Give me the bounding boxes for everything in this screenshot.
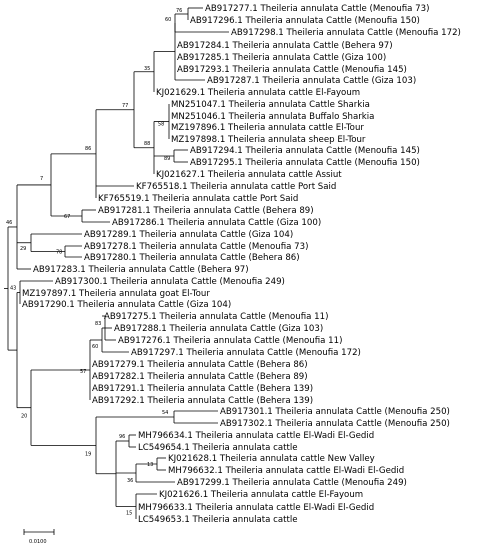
bootstrap-value: 54: [162, 410, 168, 416]
leaf-label: AB917275.1 Theileria annulata Cattle (Me…: [104, 312, 328, 322]
leaf-label: LC549653.1 Theileria annulata cattle: [138, 515, 298, 525]
bootstrap-value: 13: [147, 462, 153, 468]
scale-bar-label: 0.0100: [29, 539, 47, 545]
leaf-label: KJ021629.1 Theileria annulata cattle El-…: [156, 88, 360, 98]
leaf-label: MN251046.1 Theileria annulata Buffalo Sh…: [171, 112, 374, 122]
bootstrap-value: 88: [144, 141, 150, 147]
leaf-label: AB917277.1 Theileria annulata Cattle (Me…: [205, 4, 429, 14]
leaf-label: MZ197897.1 Theileria annulata goat El-To…: [22, 289, 210, 299]
leaf-label: AB917278.1 Theileria annulata Cattle (Me…: [84, 242, 308, 252]
leaf-label: AB917279.1 Theileria annulata Cattle (Be…: [92, 360, 308, 370]
scale-bar: 0.0100: [23, 529, 55, 545]
leaf-label: MZ197898.1 Theileria annulata sheep El-T…: [171, 135, 366, 145]
leaf-label: AB917280.1 Theileria annulata Cattle (Be…: [84, 253, 300, 263]
leaf-label: AB917295.1 Theileria annulata Cattle (Me…: [190, 158, 420, 168]
bootstrap-value: 7: [40, 176, 43, 182]
leaf-label: AB917286.1 Theileria annulata Cattle (Gi…: [112, 218, 321, 228]
bootstrap-value: 96: [119, 434, 125, 440]
leaf-label: AB917291.1 Theileria annulata Cattle (Be…: [92, 384, 313, 394]
leaf-label: LC549654.1 Theileria annulata cattle: [138, 443, 298, 453]
bootstrap-value: 89: [164, 156, 170, 162]
bootstrap-value: 29: [20, 246, 26, 252]
bootstrap-value: 35: [144, 66, 150, 72]
leaf-label: AB917281.1 Theileria annulata Cattle (Be…: [98, 206, 314, 216]
leaf-label: AB917285.1 Theileria annulata Cattle (Gi…: [177, 53, 386, 63]
tree-branches: [4, 7, 229, 519]
leaf-label: AB917299.1 Theileria annulata Cattle (Me…: [177, 478, 407, 488]
bootstrap-value: 60: [165, 17, 171, 23]
leaf-label: AB917293.1 Theileria annulata Cattle (Me…: [177, 65, 407, 75]
bootstrap-value: 76: [176, 8, 182, 14]
leaf-label: AB917302.1 Theileria annulata Cattle (Me…: [220, 419, 450, 429]
bootstrap-value: 19: [85, 451, 91, 457]
leaf-label: MH796633.1 Theileria annulata cattle El-…: [138, 503, 374, 513]
leaf-label: AB917276.1 Theileria annulata Cattle (Me…: [118, 336, 342, 346]
bootstrap-value: 43: [10, 286, 16, 292]
leaf-label: AB917294.1 Theileria annulata Cattle (Me…: [190, 146, 420, 156]
leaf-label: AB917290.1 Theileria annulata Cattle (Gi…: [22, 300, 231, 310]
leaf-label: AB917301.1 Theileria annulata Cattle (Me…: [220, 407, 450, 417]
bootstrap-value: 77: [122, 103, 128, 109]
leaf-label: AB917300.1 Theileria annulata Cattle (Me…: [55, 277, 285, 287]
leaf-label: KF765518.1 Theileria annulata cattle Por…: [136, 182, 336, 192]
leaf-labels: AB917277.1 Theileria annulata Cattle (Me…: [22, 4, 461, 525]
leaf-label: AB917298.1 Theileria annulata Cattle (Me…: [231, 28, 461, 38]
leaf-label: AB917282.1 Theileria annulata Cattle (Be…: [92, 372, 308, 382]
leaf-label: KJ021627.1 Theileria annulata cattle Ass…: [156, 170, 342, 180]
bootstrap-value: 58: [158, 122, 164, 128]
bootstrap-value: 36: [127, 478, 133, 484]
bootstrap-values: 76 60 35 58 89 88 77 86 67 7 78 29 46 43 83 60 57 54 96 13 3…: [6, 8, 182, 517]
bootstrap-value: 60: [92, 344, 98, 350]
bootstrap-value: 83: [95, 321, 101, 327]
leaf-label: MN251047.1 Theileria annulata Cattle Sha…: [171, 100, 370, 110]
leaf-label: AB917289.1 Theileria annulata Cattle (Gi…: [84, 230, 293, 240]
bootstrap-value: 67: [64, 214, 70, 220]
bootstrap-value: 86: [85, 146, 91, 152]
bootstrap-value: 46: [6, 220, 12, 226]
leaf-label: AB917297.1 Theileria annulata Cattle (Me…: [131, 348, 361, 358]
leaf-label: KJ021628.1 Theileria annulata cattle New…: [168, 454, 375, 464]
bootstrap-value: 15: [126, 511, 132, 517]
bootstrap-value: 57: [80, 369, 86, 375]
leaf-label: AB917287.1 Theileria annulata Cattle (Gi…: [207, 76, 416, 86]
leaf-label: AB917292.1 Theileria annulata Cattle (Be…: [92, 396, 313, 406]
leaf-label: AB917288.1 Theileria annulata Cattle (Gi…: [114, 324, 323, 334]
bootstrap-value: 78: [56, 250, 62, 256]
leaf-label: MH796632.1 Theileria annulata cattle El-…: [168, 466, 404, 476]
leaf-label: MH796634.1 Theileria annulata cattle El-…: [138, 431, 374, 441]
leaf-label: AB917283.1 Theileria annulata Cattle (Be…: [33, 265, 249, 275]
leaf-label: KJ021626.1 Theileria annulata cattle El-…: [159, 490, 363, 500]
bootstrap-value: 20: [21, 414, 27, 420]
leaf-label: MZ197896.1 Theileria annulata cattle El-…: [171, 123, 364, 133]
leaf-label: KF765519.1 Theileria annulata cattle Por…: [98, 194, 298, 204]
leaf-label: AB917296.1 Theileria annulata Cattle (Me…: [190, 16, 420, 26]
leaf-label: AB917284.1 Theileria annulata Cattle (Be…: [177, 41, 393, 51]
